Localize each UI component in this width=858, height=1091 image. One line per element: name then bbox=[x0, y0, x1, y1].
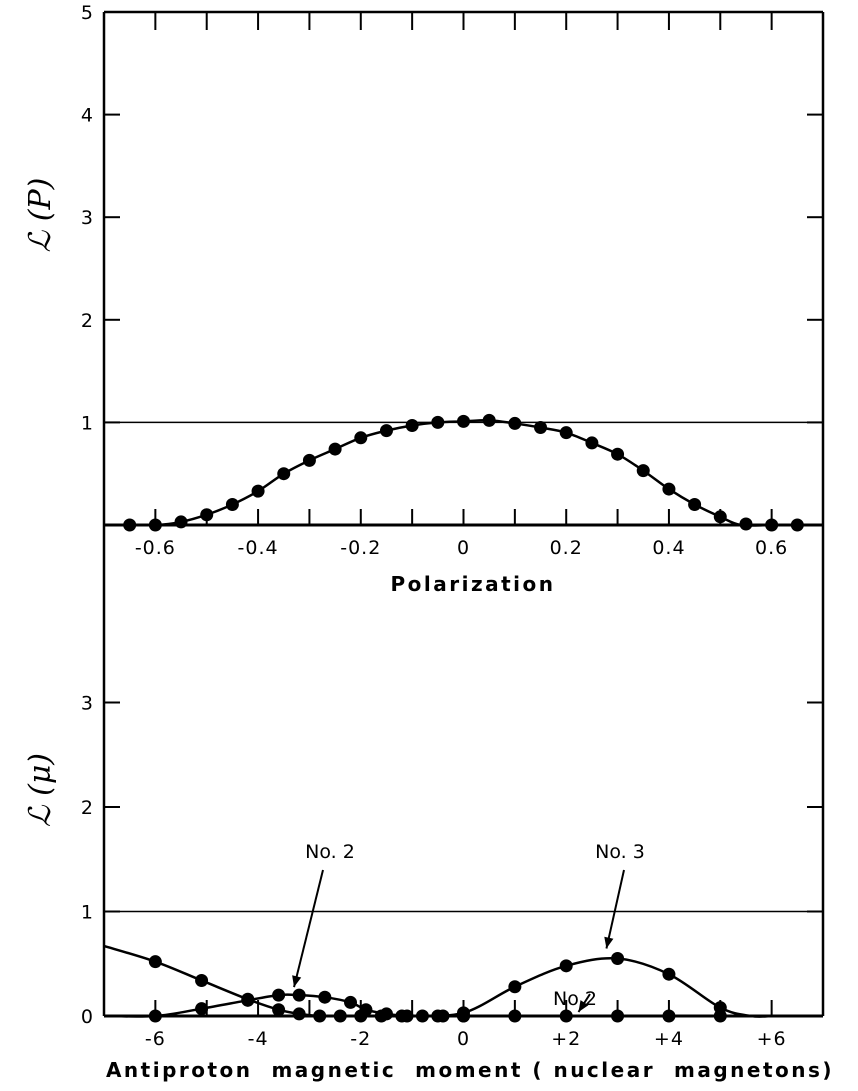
series-1-point bbox=[277, 467, 291, 481]
series-1-point bbox=[559, 426, 573, 440]
annotation-label: No. 2 bbox=[305, 841, 355, 863]
series-1-point bbox=[482, 413, 496, 427]
series-1-point bbox=[148, 955, 162, 969]
y-tick-label: 1 bbox=[81, 412, 94, 434]
annotation-arrowhead bbox=[578, 1000, 589, 1012]
series-1-point bbox=[636, 464, 650, 478]
series-1-point bbox=[585, 436, 599, 450]
y-tick-label: 2 bbox=[81, 310, 94, 332]
series-2-point bbox=[359, 1003, 373, 1017]
series-1-point bbox=[431, 415, 445, 429]
series-1-point bbox=[790, 518, 804, 532]
x-tick-label: -0.2 bbox=[340, 537, 381, 559]
top-x-axis-title: Polarization bbox=[391, 572, 556, 596]
series-1-point bbox=[508, 416, 522, 430]
annotation-label: No 2 bbox=[553, 988, 597, 1010]
series-1-point bbox=[174, 515, 188, 529]
series-1-point bbox=[379, 424, 393, 438]
series-1-point bbox=[195, 973, 209, 987]
x-tick-label: -4 bbox=[248, 1028, 269, 1050]
series-1-point bbox=[415, 1009, 429, 1023]
series-1-point bbox=[611, 447, 625, 461]
series-1-point bbox=[611, 1009, 625, 1023]
series-1-point bbox=[559, 1009, 573, 1023]
series-2-point bbox=[431, 1009, 445, 1023]
series-2-point bbox=[318, 990, 332, 1004]
series-2-point bbox=[292, 988, 306, 1002]
bottom-y-axis-title: ℒ (μ) bbox=[23, 753, 58, 827]
series-2-point bbox=[379, 1007, 393, 1021]
series-1-point bbox=[328, 442, 342, 456]
series-1-point bbox=[333, 1009, 347, 1023]
series-1-point bbox=[739, 517, 753, 531]
series-1-point bbox=[272, 1003, 286, 1017]
series-3-point bbox=[559, 959, 573, 973]
series-1-point bbox=[508, 1009, 522, 1023]
series-3-point bbox=[611, 952, 625, 966]
x-tick-label: 0 bbox=[457, 1028, 470, 1050]
series-2-point bbox=[148, 1009, 162, 1023]
series-1-point bbox=[148, 518, 162, 532]
series-2-point bbox=[272, 988, 286, 1002]
series-3-point bbox=[508, 980, 522, 994]
y-tick-label: 5 bbox=[81, 2, 94, 24]
series-3-point bbox=[457, 1006, 470, 1020]
series-1-point bbox=[457, 414, 470, 428]
series-1-point bbox=[662, 1009, 676, 1023]
series-1-point bbox=[225, 497, 239, 511]
x-tick-label: -6 bbox=[145, 1028, 166, 1050]
series-3-point bbox=[713, 1001, 727, 1015]
magnetic-moment-plot: -6 -4 -2 0 +2 +4 +6 0 1 2 3 No. 2 No. 3 No 2 Antipro… bbox=[23, 525, 834, 1082]
y-tick-label: 2 bbox=[81, 797, 94, 819]
annotation-arrowhead bbox=[604, 936, 614, 949]
x-tick-label: 0.6 bbox=[755, 537, 788, 559]
series-1-point bbox=[292, 1007, 306, 1021]
series-1-point bbox=[251, 484, 265, 498]
series-1-point bbox=[313, 1009, 327, 1023]
x-tick-label: -0.4 bbox=[238, 537, 279, 559]
series-1-point bbox=[688, 497, 702, 511]
bottom-x-axis-title: Antiproton magnetic moment ( nuclear mag… bbox=[106, 1058, 834, 1082]
series-1-point bbox=[200, 508, 214, 522]
y-tick-label: 1 bbox=[81, 902, 94, 924]
series-2-point bbox=[195, 1002, 209, 1016]
y-tick-label: 4 bbox=[81, 105, 94, 127]
series-1-point bbox=[662, 482, 676, 496]
series-1-point bbox=[534, 421, 548, 435]
x-tick-label: 0.4 bbox=[652, 537, 685, 559]
series-2-point bbox=[400, 1009, 414, 1023]
annotation-arrow bbox=[605, 869, 625, 949]
series-2-point bbox=[241, 993, 255, 1007]
series-1-point bbox=[123, 518, 137, 532]
series-1-point bbox=[713, 510, 727, 524]
annotation-label: No. 3 bbox=[595, 841, 645, 863]
x-tick-label: 0 bbox=[457, 537, 470, 559]
series-1-point bbox=[302, 453, 316, 467]
series-1-point bbox=[354, 431, 368, 445]
series-3-point bbox=[662, 967, 676, 981]
x-tick-label: -0.6 bbox=[135, 537, 176, 559]
top-y-axis-title: ℒ (P) bbox=[23, 178, 58, 253]
y-tick-label: 0 bbox=[81, 1006, 94, 1028]
x-tick-label: +6 bbox=[757, 1028, 787, 1050]
y-tick-label: 3 bbox=[81, 207, 94, 229]
series-1-point bbox=[765, 518, 779, 532]
x-tick-label: +2 bbox=[551, 1028, 581, 1050]
x-tick-label: -2 bbox=[350, 1028, 371, 1050]
x-tick-label: 0.2 bbox=[550, 537, 583, 559]
x-tick-label: +4 bbox=[654, 1028, 684, 1050]
series-1-point bbox=[405, 418, 419, 432]
annotation-arrow bbox=[293, 869, 324, 988]
y-tick-label: 3 bbox=[81, 693, 94, 715]
polarization-plot: -0.6 -0.4 -0.2 0 0.2 0.4 0.6 1 2 3 4 5 Polarization… bbox=[23, 2, 825, 596]
series-2-point bbox=[344, 995, 358, 1009]
annotation-arrowhead bbox=[292, 975, 302, 988]
